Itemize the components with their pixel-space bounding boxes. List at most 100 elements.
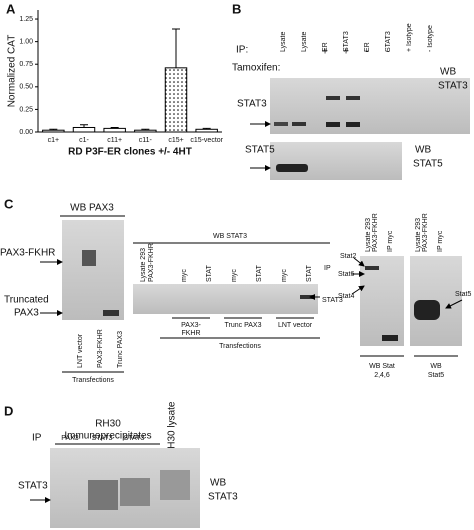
lane-label: STAT3: [124, 435, 145, 442]
band: [120, 478, 150, 506]
lane-label: PAX3-FKHR: [148, 243, 155, 282]
group-label: FKHR: [181, 330, 200, 337]
panel-letter: D: [4, 403, 13, 418]
x-tick-label: c11-: [139, 137, 153, 144]
band-label: Stat4: [338, 293, 354, 300]
lane-label: - Isotype: [427, 25, 434, 52]
tamoxifen-sign: -: [386, 47, 389, 58]
x-tick-label: c1-: [79, 137, 89, 144]
band-label: Stat5: [455, 291, 471, 298]
x-tick-label: c11+: [107, 137, 122, 144]
tamoxifen-sign: -: [365, 47, 368, 58]
title: RH30: [95, 419, 121, 430]
lane-label: STAT: [256, 264, 263, 282]
ip-label: IP: [32, 433, 42, 444]
band: [365, 266, 379, 270]
panel-letter: A: [6, 1, 16, 16]
y-tick-label: 1.25: [19, 16, 33, 23]
wb-label: WB: [415, 145, 431, 156]
band: [414, 300, 440, 320]
error-bar: [80, 124, 88, 128]
lane-label: LNT vector: [77, 333, 84, 368]
bar: [103, 127, 126, 133]
wb-label: STAT5: [413, 159, 443, 170]
blot: [133, 284, 318, 314]
lane-label: ER: [364, 42, 371, 52]
error-bar: [202, 127, 211, 130]
lane-label: ER: [322, 42, 329, 52]
wb-label: 2,4,6: [374, 372, 390, 379]
band: [326, 96, 340, 100]
band: [103, 310, 119, 316]
tamoxifen-sign: +: [322, 47, 328, 58]
lane-label: myc: [281, 269, 288, 282]
band: [88, 480, 118, 510]
wb-title: WB STAT3: [213, 233, 247, 240]
wb-label: STAT3: [208, 492, 238, 503]
y-tick-label: 0.75: [19, 61, 33, 68]
error-bar: [110, 126, 119, 129]
lane-label: RH30 lysate: [167, 401, 178, 456]
lane-label: STAT3: [343, 31, 350, 52]
y-tick-label: 0.50: [19, 84, 33, 91]
lane-label: Lysate 293: [140, 248, 147, 282]
band-label: Stat6: [338, 271, 354, 278]
blot: [360, 256, 404, 346]
y-tick-label: 1.00: [19, 38, 33, 45]
wb-label: WB: [430, 363, 442, 370]
y-tick-label: 0.25: [19, 106, 33, 113]
lane-label: PAX3-FKHR: [422, 213, 429, 252]
lane-label: STAT: [206, 264, 213, 282]
bar: [72, 126, 96, 133]
lane-label: STAT3: [385, 31, 392, 52]
panel-letter: C: [4, 196, 14, 211]
y-label: Normalized CAT: [7, 35, 18, 108]
tamoxifen-sign: +: [343, 47, 349, 58]
arrow: [445, 299, 463, 309]
error-bar: [141, 128, 150, 131]
footer: Transfections: [72, 377, 114, 384]
band-label: STAT3: [322, 297, 343, 304]
band: [82, 250, 96, 266]
band: [276, 164, 308, 172]
x-tick-label: c15-vector: [190, 137, 223, 144]
panel-a: A Normalized CAT RD P3F-ER clones +/- 4H…: [6, 1, 224, 157]
lane-labels: LNT vector PAX3-FKHR Trunc PAX3: [77, 329, 124, 368]
bar: [134, 129, 157, 133]
lane-label: Lysate 293: [365, 218, 372, 252]
band: [326, 122, 340, 127]
lane-label: Trunc PAX3: [117, 331, 124, 368]
wb-label: WB: [440, 67, 456, 78]
ip-label: IP: [324, 265, 331, 272]
lane-label: IP myc: [437, 230, 444, 252]
wb-label: WB: [210, 478, 226, 489]
lane-label: myc: [231, 269, 238, 282]
arrow: [351, 285, 365, 295]
lane-label: Lysate 293: [415, 218, 422, 252]
band: [160, 470, 190, 500]
panel-c: C WB PAX3 PAX3-FKHR Truncated PAX3 LNT v…: [0, 196, 471, 383]
band: [300, 295, 314, 299]
lane-labels: myc STAT myc STAT myc STAT: [181, 264, 313, 282]
wb-label: WB Stat: [369, 363, 395, 370]
y-tick-label: 0.00: [19, 129, 33, 136]
blot: [62, 220, 124, 320]
title: Immunoprecipitates: [64, 431, 151, 442]
lane-label: STAT3: [92, 435, 113, 442]
x-tick-label: c15+: [168, 137, 183, 144]
group-labels: PAX3-FKHR Trunc PAX3 LNT vector: [172, 317, 314, 337]
band-label: STAT3: [237, 99, 267, 110]
arrow: [353, 257, 365, 267]
lane-label: IP myc: [387, 230, 394, 252]
bar: [42, 129, 65, 133]
lane-label: Lysate: [301, 32, 308, 52]
tamoxifen-title: Tamoxifen:: [232, 63, 280, 74]
group-label: Trunc PAX3: [225, 322, 262, 329]
panel-d: D RH30 Immunoprecipitates RH30 lysate IP…: [4, 401, 238, 528]
bar: [164, 67, 188, 133]
lane-label: PAX3-FKHR: [97, 329, 104, 368]
panel-letter: B: [232, 1, 241, 16]
lane-label: STAT: [306, 264, 313, 282]
band: [292, 122, 306, 126]
